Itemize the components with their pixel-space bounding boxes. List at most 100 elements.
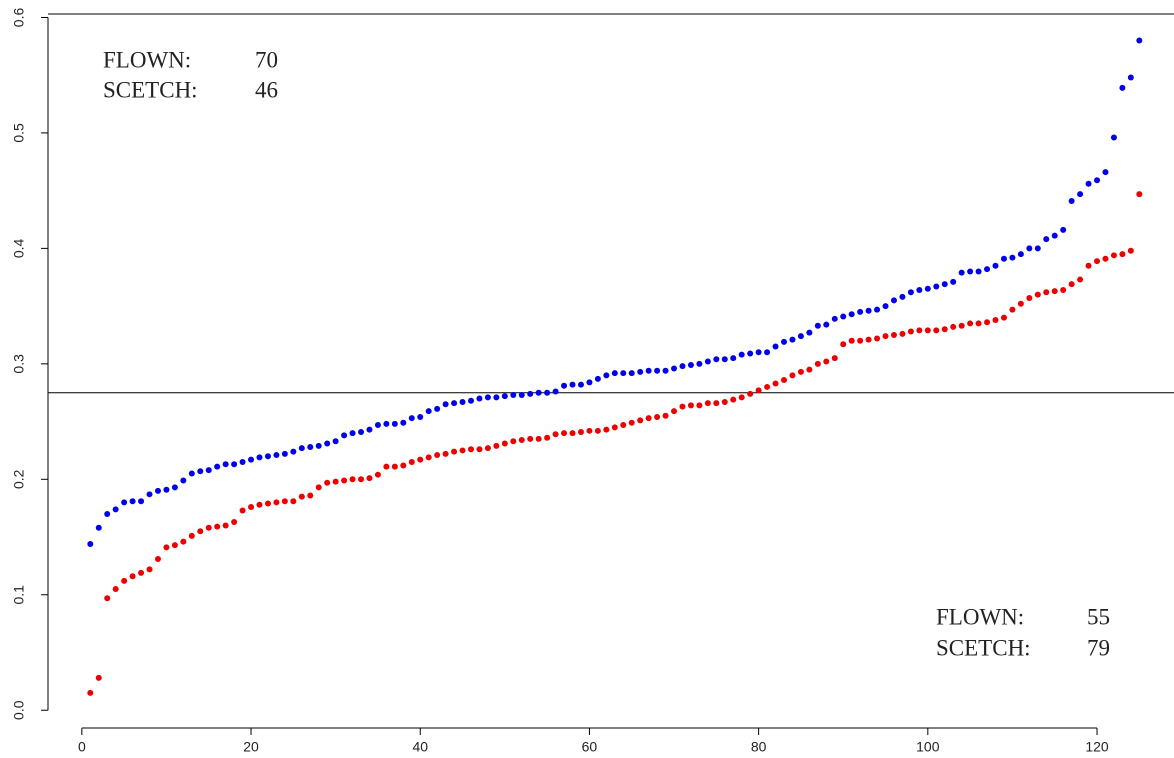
point [654, 413, 661, 420]
point [950, 323, 957, 330]
point [273, 499, 280, 506]
x-tick-label: 40 [412, 739, 428, 755]
point [459, 398, 466, 405]
x-tick-label: 20 [243, 739, 259, 755]
point [154, 487, 161, 494]
point [451, 448, 458, 455]
point [1094, 177, 1101, 184]
point [1085, 180, 1092, 187]
point [493, 442, 500, 449]
point [1136, 191, 1143, 198]
point [129, 498, 136, 505]
point [814, 360, 821, 367]
point [527, 435, 534, 442]
point [366, 426, 373, 433]
point [476, 395, 483, 402]
point [146, 491, 153, 498]
point [391, 463, 398, 470]
point [163, 544, 170, 551]
point [679, 363, 686, 370]
point [738, 394, 745, 401]
point [687, 362, 694, 368]
point [611, 424, 618, 431]
point [332, 438, 339, 445]
point [637, 368, 644, 375]
point [501, 440, 508, 447]
point [840, 341, 847, 348]
point [163, 486, 170, 493]
point [104, 510, 111, 517]
point [501, 393, 508, 400]
point [231, 461, 238, 468]
point [594, 375, 601, 382]
point [772, 380, 779, 387]
point [264, 453, 271, 460]
point [637, 417, 644, 424]
point [112, 506, 119, 513]
point [324, 440, 331, 447]
point [281, 450, 288, 457]
y-tick-label: 0.3 [11, 354, 27, 374]
point [484, 445, 491, 452]
point [747, 350, 754, 357]
point [713, 400, 720, 407]
point [890, 331, 897, 338]
point [721, 356, 728, 363]
point [1119, 251, 1126, 258]
point [890, 297, 897, 304]
point [476, 446, 483, 453]
point [231, 519, 238, 526]
point [577, 381, 584, 388]
point [721, 398, 728, 405]
point [493, 394, 500, 401]
point [104, 595, 111, 602]
point [222, 522, 229, 529]
point [400, 419, 407, 426]
point [358, 428, 365, 435]
point [984, 266, 991, 273]
point [374, 422, 381, 429]
point [1034, 291, 1041, 298]
point [1060, 286, 1067, 293]
point [552, 388, 559, 395]
point [924, 285, 931, 292]
point [704, 358, 711, 365]
point [840, 313, 847, 320]
point [823, 321, 830, 328]
y-tick-label: 0.6 [11, 8, 27, 28]
point [307, 443, 314, 450]
point [747, 390, 754, 397]
point [205, 524, 212, 531]
point [857, 308, 864, 315]
point [781, 338, 788, 345]
point [535, 435, 542, 442]
point [467, 446, 474, 453]
point [248, 504, 255, 511]
point [467, 397, 474, 404]
point [408, 415, 415, 422]
point [941, 326, 948, 333]
point [383, 420, 390, 427]
point [1110, 252, 1117, 259]
point [586, 379, 593, 386]
point [671, 365, 678, 372]
point [400, 462, 407, 469]
point [662, 367, 669, 374]
point [256, 454, 263, 461]
point [806, 366, 813, 373]
point [1068, 281, 1075, 288]
point [451, 400, 458, 407]
point [1110, 134, 1117, 141]
point [1000, 255, 1007, 262]
annotation-label: FLOWN: [103, 47, 191, 72]
point [1000, 314, 1007, 321]
point [1068, 198, 1075, 205]
point [941, 281, 948, 288]
point [586, 427, 593, 434]
point [273, 452, 280, 459]
point [1009, 306, 1016, 313]
point [696, 402, 703, 409]
point [188, 532, 195, 539]
point [341, 477, 348, 484]
